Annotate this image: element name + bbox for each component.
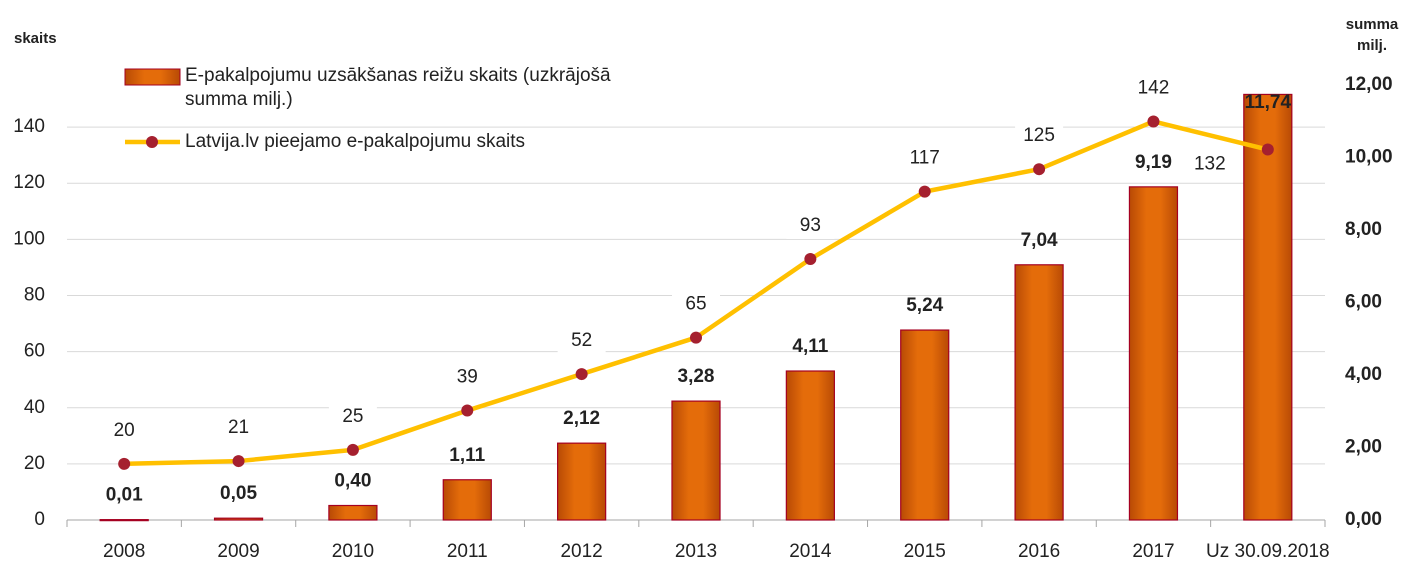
label-bg xyxy=(900,145,949,172)
bar xyxy=(900,329,950,521)
line-marker xyxy=(575,368,588,381)
bar-value-label: 0,01 xyxy=(106,485,143,506)
bar-value-label: 0,05 xyxy=(220,483,257,504)
line-value-label: 117 xyxy=(910,148,940,169)
bar xyxy=(99,519,149,522)
y-tick-label: 140 xyxy=(13,116,45,137)
line-marker xyxy=(804,253,817,265)
y-axis-title: skaits xyxy=(14,30,57,47)
y-tick-label: 20 xyxy=(24,453,45,474)
line-value-label: 142 xyxy=(1138,77,1170,98)
legend-label: E-pakalpojumu uzsākšanas reižu skaits (u… xyxy=(185,65,611,110)
bar-value-label: 5,24 xyxy=(906,295,943,316)
bar-value-label: 2,12 xyxy=(563,408,600,429)
legend-label: Latvija.lv pieejamo e-pakalpojumu skaits xyxy=(185,131,526,152)
y-tick-label: 100 xyxy=(13,228,45,249)
x-tick-label: 2011 xyxy=(447,541,488,562)
x-tick-label: 2013 xyxy=(675,541,717,562)
bar-value-label: 9,19 xyxy=(1135,152,1172,173)
line-marker xyxy=(918,185,931,198)
x-tick-label: 2017 xyxy=(1132,541,1174,562)
line-value-label: 25 xyxy=(342,406,363,427)
y-tick-label: 60 xyxy=(24,341,45,362)
line-value-label: 65 xyxy=(685,294,706,315)
bar-value-label: 7,04 xyxy=(1021,230,1058,251)
line-marker xyxy=(346,443,359,456)
x-tick-label: 2010 xyxy=(332,541,374,562)
bar xyxy=(328,504,378,521)
y-tick-label: 40 xyxy=(24,397,45,418)
bar-value-label: 4,11 xyxy=(792,336,828,357)
line-value-label: 52 xyxy=(571,330,592,351)
bar xyxy=(1014,264,1064,521)
y2-tick-label: 4,00 xyxy=(1345,364,1382,385)
legend-swatch xyxy=(146,136,158,148)
label-bg xyxy=(1185,151,1234,178)
label-bg xyxy=(786,213,835,239)
label-bg xyxy=(214,415,263,442)
bar-value-label: 1,11 xyxy=(449,445,485,466)
legend-swatch xyxy=(124,68,181,86)
label-bg xyxy=(1129,75,1178,102)
bar-value-label: 0,40 xyxy=(334,471,371,492)
y2-tick-label: 8,00 xyxy=(1345,219,1382,240)
line-marker xyxy=(1033,163,1046,176)
x-tick-label: 2008 xyxy=(103,541,145,562)
line-value-label: 39 xyxy=(457,367,478,388)
bar-value-label: 3,28 xyxy=(678,366,715,387)
y2-tick-label: 0,00 xyxy=(1345,509,1382,530)
x-tick-label: 2009 xyxy=(217,541,259,562)
x-tick-label: Uz 30.09.2018 xyxy=(1206,541,1330,562)
y2-tick-label: 2,00 xyxy=(1345,437,1382,458)
line-value-label: 93 xyxy=(800,215,821,236)
bar xyxy=(785,370,835,521)
line-marker xyxy=(118,457,131,470)
y2-tick-label: 10,00 xyxy=(1345,147,1393,168)
label-bg xyxy=(1015,123,1064,150)
line-value-label: 125 xyxy=(1023,125,1055,146)
label-bg xyxy=(328,403,377,430)
x-tick-label: 2016 xyxy=(1018,541,1060,562)
line-value-label: 20 xyxy=(114,420,135,441)
label-bg xyxy=(557,328,606,355)
y2-tick-label: 12,00 xyxy=(1345,74,1393,95)
x-tick-label: 2015 xyxy=(904,541,946,562)
line-value-label: 21 xyxy=(228,417,249,438)
line-marker xyxy=(1147,115,1160,128)
bar-value-label: 11,74 xyxy=(1245,92,1292,113)
bar xyxy=(557,442,607,521)
bar xyxy=(213,517,264,521)
y2-tick-label: 6,00 xyxy=(1345,292,1382,313)
line-marker xyxy=(1261,143,1274,156)
y-tick-label: 120 xyxy=(13,172,45,193)
x-tick-label: 2014 xyxy=(789,541,832,562)
bar xyxy=(671,400,721,521)
label-bg xyxy=(443,364,492,391)
line-marker xyxy=(690,331,702,344)
y-tick-label: 0 xyxy=(34,509,45,530)
bar xyxy=(442,479,492,521)
y2-axis-title: summa milj. xyxy=(1345,16,1399,54)
x-tick-label: 2012 xyxy=(560,541,602,562)
bar xyxy=(1128,186,1179,521)
line-marker xyxy=(232,455,245,468)
label-bg xyxy=(672,291,720,318)
y-tick-label: 80 xyxy=(24,284,45,305)
label-bg xyxy=(100,417,149,444)
line-marker xyxy=(461,404,474,417)
line-value-label: 132 xyxy=(1194,154,1226,175)
bar xyxy=(1243,93,1293,521)
